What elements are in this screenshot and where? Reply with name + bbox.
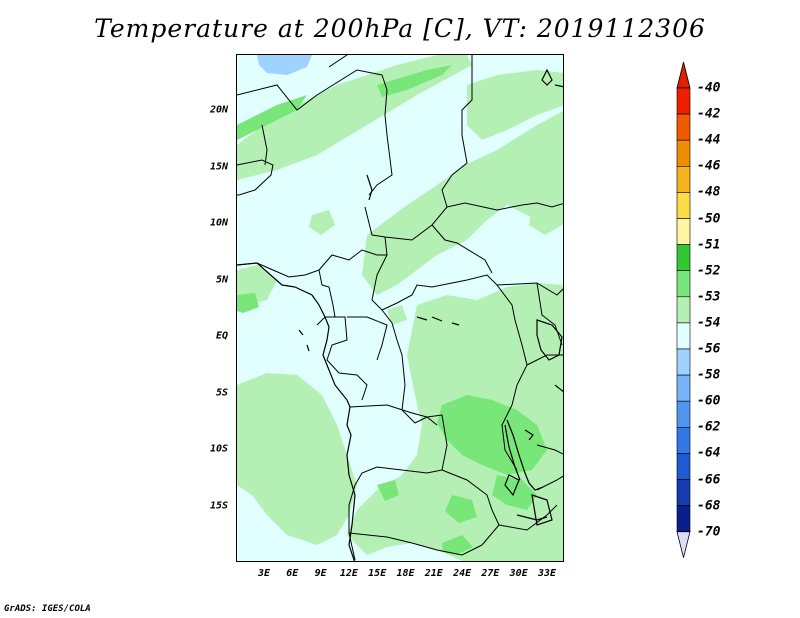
colorbar-label: -48 — [697, 184, 721, 200]
lat-label: 5S — [215, 387, 228, 398]
colorbar-label: -51 — [697, 237, 721, 253]
lon-label: 3E — [257, 568, 271, 579]
colorbar-label: -70 — [697, 524, 721, 540]
coastline — [237, 68, 563, 561]
colorbar-swatch — [676, 348, 691, 376]
colorbar-swatch — [676, 322, 691, 350]
colorbar-swatch — [676, 270, 691, 298]
colorbar-swatch — [676, 87, 691, 115]
lon-label: 27E — [481, 568, 500, 579]
colorbar-label: -58 — [697, 367, 721, 383]
lat-label: 5N — [215, 274, 228, 285]
colorbar-swatch — [676, 218, 691, 245]
shading-light-blue — [257, 55, 312, 75]
colorbar-swatch — [676, 505, 691, 533]
lat-label: 15S — [209, 500, 228, 511]
colorbar-swatch — [676, 192, 691, 219]
lon-label: 15E — [368, 568, 387, 579]
colorbar-label: -60 — [697, 393, 721, 409]
colorbar-label: -46 — [697, 158, 721, 174]
colorbar-label: -66 — [697, 472, 721, 487]
lon-label: 18E — [396, 568, 415, 579]
colorbar-top-arrow — [676, 61, 691, 89]
colorbar-label: -52 — [697, 263, 721, 279]
colorbar-label: -40 — [697, 80, 721, 96]
colorbar-label: -54 — [697, 315, 721, 331]
temperature-map — [237, 55, 563, 561]
grads-credit: GrADS: IGES/COLA — [4, 604, 91, 614]
lat-label: 10N — [209, 217, 228, 229]
lon-label: 6E — [286, 568, 299, 579]
colorbar-swatch — [676, 296, 691, 324]
lon-label: 33E — [537, 568, 557, 579]
lon-label: 24E — [453, 568, 472, 579]
lon-label: 12E — [339, 568, 358, 579]
colorbar-swatch — [676, 374, 691, 402]
colorbar-label: -56 — [697, 341, 721, 357]
colorbar-swatch — [676, 400, 691, 428]
colorbar-label: -50 — [697, 211, 721, 226]
lat-label: EQ — [215, 330, 228, 342]
colorbar-bottom-arrow — [676, 531, 691, 558]
country-borders — [237, 55, 563, 561]
map-title: Temperature at 200hPa [C], VT: 201911230… — [94, 14, 706, 43]
colorbar-label: -68 — [697, 498, 721, 514]
lon-label: 21E — [424, 568, 443, 579]
colorbar-label: -53 — [697, 289, 721, 305]
colorbar-swatch — [676, 139, 691, 167]
map-plot-area — [236, 54, 564, 562]
lat-label: 20N — [209, 104, 228, 116]
colorbar-label: -64 — [697, 445, 721, 461]
lon-label: 30E — [509, 568, 528, 579]
colorbar-label: -44 — [697, 132, 721, 148]
colorbar-swatch — [676, 453, 691, 480]
colorbar-swatch — [676, 113, 691, 141]
colorbar-swatch — [676, 244, 691, 272]
colorbar-swatch — [676, 426, 691, 454]
lat-label: 10S — [209, 443, 228, 455]
colorbar-swatch — [676, 166, 691, 193]
lon-label: 9E — [314, 568, 327, 579]
lat-label: 15N — [209, 161, 228, 172]
colorbar-label: -42 — [697, 106, 721, 122]
colorbar-label: -62 — [697, 419, 721, 435]
colorbar-swatch — [676, 479, 691, 506]
